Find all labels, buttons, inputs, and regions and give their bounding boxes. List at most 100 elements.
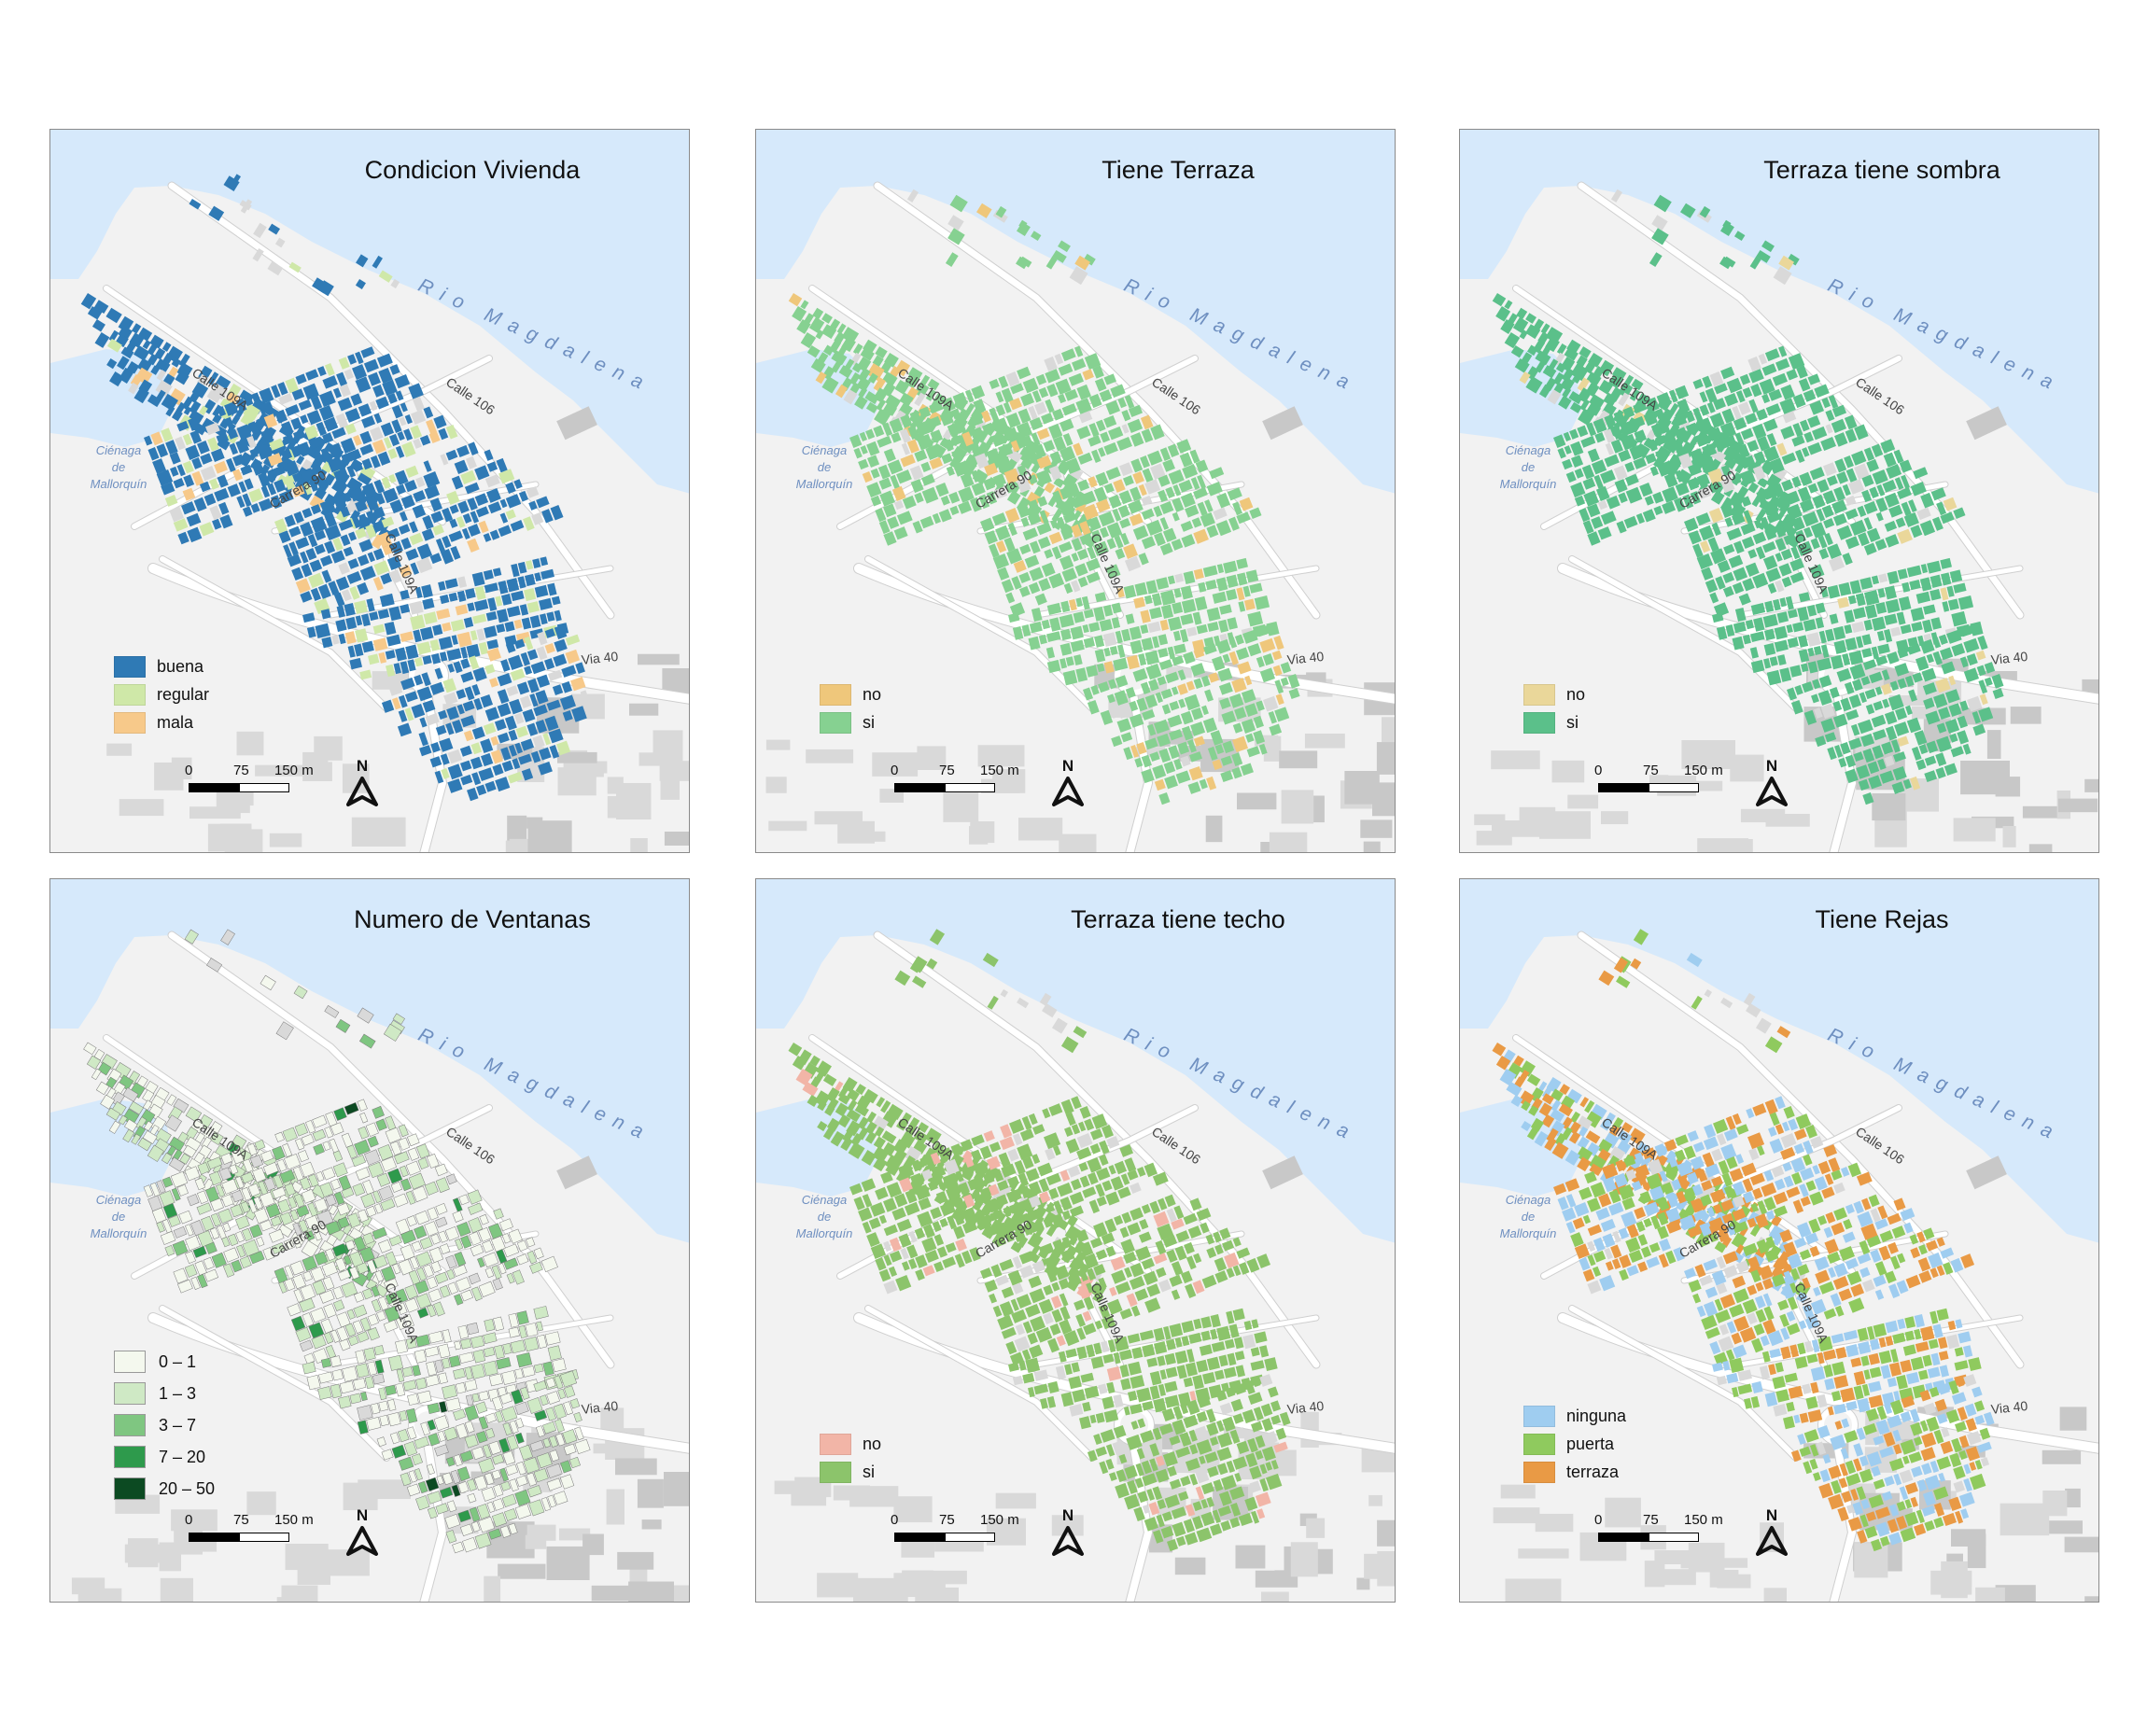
building-parcel bbox=[467, 1492, 477, 1504]
building-parcel bbox=[875, 508, 887, 523]
building-parcel bbox=[1124, 1464, 1138, 1479]
building-parcel bbox=[1778, 255, 1794, 271]
building-parcel bbox=[885, 1163, 899, 1176]
building-parcel bbox=[1859, 577, 1873, 590]
building-parcel bbox=[1201, 705, 1209, 716]
building-parcel bbox=[406, 1483, 421, 1497]
building-parcel bbox=[288, 261, 302, 273]
calle-106 bbox=[168, 931, 614, 1368]
building-parcel bbox=[1769, 457, 1785, 474]
panel-title: Tiene Terraza bbox=[1102, 156, 1255, 184]
building-parcel bbox=[241, 1171, 255, 1184]
building-parcel bbox=[415, 1334, 430, 1348]
building-parcel bbox=[387, 1168, 403, 1184]
building-parcel bbox=[1845, 536, 1859, 550]
building-parcel bbox=[207, 371, 219, 385]
building-parcel bbox=[1256, 700, 1265, 711]
building-parcel bbox=[455, 1422, 469, 1439]
building-parcel bbox=[458, 1194, 470, 1206]
building-parcel bbox=[1142, 1505, 1150, 1514]
building-parcel bbox=[483, 722, 497, 735]
north-arrow-icon: N bbox=[344, 1506, 381, 1557]
building-parcel bbox=[1116, 703, 1131, 719]
building-parcel bbox=[425, 1374, 440, 1387]
urban-block bbox=[556, 1155, 597, 1190]
building-parcel bbox=[533, 1468, 549, 1483]
building-parcel bbox=[1618, 382, 1634, 399]
building-parcel bbox=[328, 581, 340, 595]
building-parcel bbox=[428, 431, 441, 444]
building-parcel bbox=[1051, 1281, 1060, 1292]
building-parcel bbox=[1776, 442, 1788, 456]
building-parcel bbox=[1196, 1411, 1208, 1423]
building-parcel bbox=[1060, 1392, 1074, 1407]
building-parcel bbox=[483, 569, 494, 581]
building-parcel bbox=[941, 453, 953, 465]
building-parcel bbox=[1193, 1253, 1202, 1264]
building-parcel bbox=[896, 511, 913, 525]
cross-road-1 bbox=[1569, 1306, 1799, 1461]
building-parcel bbox=[1111, 735, 1123, 748]
building-parcel bbox=[258, 400, 274, 415]
building-parcel bbox=[427, 1506, 439, 1519]
building-parcel bbox=[1748, 399, 1759, 413]
building-parcel bbox=[1500, 319, 1515, 334]
building-parcel bbox=[1228, 651, 1240, 665]
building-parcel bbox=[1772, 372, 1788, 386]
building-parcel bbox=[214, 487, 230, 502]
building-parcel bbox=[1897, 528, 1913, 544]
building-parcel bbox=[1709, 482, 1722, 494]
building-parcel bbox=[1114, 690, 1129, 706]
building-parcel bbox=[1157, 1223, 1174, 1240]
building-parcel bbox=[1642, 509, 1656, 523]
building-parcel bbox=[997, 1180, 1009, 1191]
building-parcel bbox=[1763, 628, 1775, 641]
urban-block bbox=[2000, 1503, 2050, 1536]
building-parcel bbox=[1064, 1127, 1074, 1137]
building-parcel bbox=[288, 1196, 298, 1210]
building-parcel bbox=[927, 1180, 938, 1192]
building-parcel bbox=[1239, 1262, 1250, 1275]
building-parcel bbox=[411, 1453, 423, 1465]
building-parcel bbox=[1675, 1134, 1689, 1146]
building-parcel bbox=[1157, 733, 1172, 748]
building-parcel bbox=[1881, 741, 1894, 755]
building-parcel bbox=[316, 421, 328, 437]
building-parcel bbox=[1126, 1434, 1143, 1450]
building-parcel bbox=[495, 777, 511, 792]
building-parcel bbox=[1140, 681, 1151, 695]
building-parcel bbox=[386, 634, 401, 647]
building-parcel bbox=[302, 1361, 316, 1375]
map-canvas bbox=[756, 130, 1395, 852]
building-parcel bbox=[1144, 693, 1158, 708]
building-parcel bbox=[445, 1254, 457, 1269]
urban-block bbox=[154, 763, 184, 791]
building-parcel bbox=[914, 492, 924, 504]
building-parcel bbox=[1639, 483, 1653, 497]
building-parcel bbox=[1030, 1315, 1046, 1332]
building-parcel bbox=[1795, 449, 1805, 463]
building-parcel bbox=[417, 1390, 432, 1404]
building-parcel bbox=[1707, 468, 1724, 484]
cienaga-label: Ciénaga de Mallorquín bbox=[77, 442, 161, 493]
building-parcel bbox=[1764, 1099, 1778, 1115]
building-parcel bbox=[1852, 679, 1863, 692]
map-panel-terraza-tiene-techo: Terraza tiene techo Rio Magdalena Ciénaga d… bbox=[755, 878, 1396, 1603]
building-parcel bbox=[341, 589, 352, 602]
urban-block bbox=[638, 653, 680, 665]
building-parcel bbox=[1746, 1108, 1755, 1119]
building-parcel bbox=[311, 1335, 327, 1350]
building-parcel bbox=[1196, 1359, 1209, 1373]
building-parcel bbox=[970, 497, 982, 512]
building-parcel bbox=[1747, 549, 1758, 559]
building-parcel bbox=[1677, 1160, 1693, 1177]
building-parcel bbox=[330, 1329, 341, 1343]
building-parcel bbox=[883, 503, 897, 518]
building-parcel bbox=[1028, 1113, 1038, 1126]
building-parcel bbox=[389, 1141, 402, 1156]
building-parcel bbox=[1255, 1449, 1264, 1461]
building-parcel bbox=[1100, 709, 1114, 725]
legend-item: 3 – 7 bbox=[114, 1409, 215, 1441]
building-parcel bbox=[1675, 1149, 1687, 1162]
building-parcel bbox=[1680, 203, 1696, 218]
